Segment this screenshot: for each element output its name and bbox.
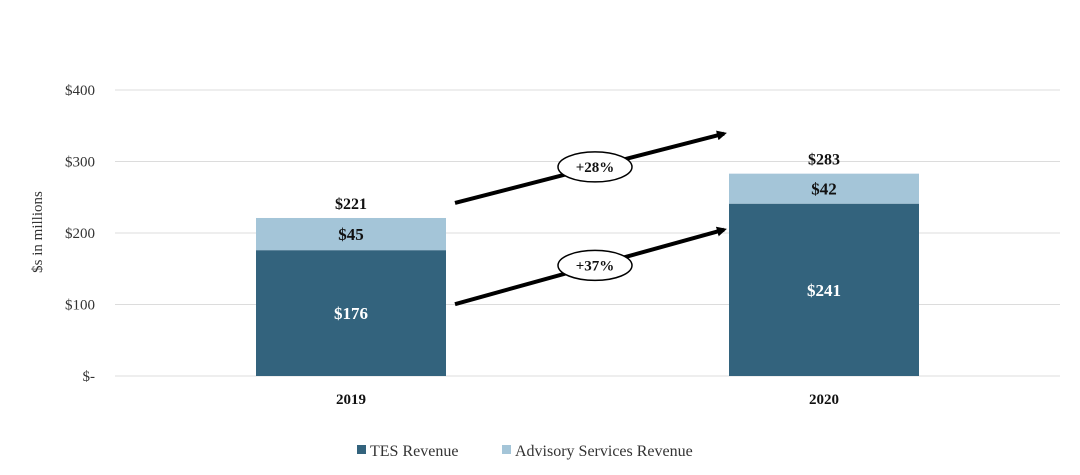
x-tick-label-2020: 2020	[809, 392, 839, 408]
y-tick-label: $200	[65, 226, 95, 242]
y-tick-label: $400	[65, 83, 95, 99]
total-label-2019: $221	[335, 196, 367, 213]
legend-swatch-tes	[357, 445, 366, 454]
data-label-tes-2019: $176	[334, 304, 368, 323]
y-axis-ticks: $- $100 $200 $300 $400	[65, 83, 95, 385]
data-label-advisory-2020: $42	[811, 180, 837, 199]
growth-arrow-total-label: +28%	[576, 160, 615, 176]
bar-tes-2019	[256, 250, 446, 376]
legend-swatch-advisory	[502, 445, 511, 454]
data-labels: $176 $45 $221 $241 $42 $283	[334, 152, 841, 323]
x-axis-ticks: 2019 2020	[336, 392, 839, 408]
y-axis-label: $s in millions	[30, 191, 46, 273]
bar-advisory-2019	[256, 217, 446, 251]
legend-label-tes: TES Revenue	[370, 443, 458, 460]
growth-arrow-tes-label: +37%	[576, 258, 615, 274]
y-tick-label: $-	[83, 369, 96, 385]
growth-arrow-total-bubble	[557, 151, 633, 183]
growth-annotations: +28% +37%	[454, 130, 727, 307]
data-label-advisory-2019: $45	[338, 225, 364, 244]
legend-label-advisory: Advisory Services Revenue	[515, 443, 693, 460]
y-tick-label: $300	[65, 155, 95, 171]
y-tick-label: $100	[65, 298, 95, 314]
total-label-2020: $283	[808, 152, 840, 169]
bar-advisory-2020	[729, 173, 919, 204]
legend: TES Revenue Advisory Services Revenue	[357, 443, 693, 460]
growth-arrow-tes-bubble	[557, 249, 633, 282]
bar-tes-2020	[729, 203, 919, 376]
x-tick-label-2019: 2019	[336, 392, 366, 408]
bars	[256, 173, 919, 376]
data-label-tes-2020: $241	[807, 281, 841, 300]
